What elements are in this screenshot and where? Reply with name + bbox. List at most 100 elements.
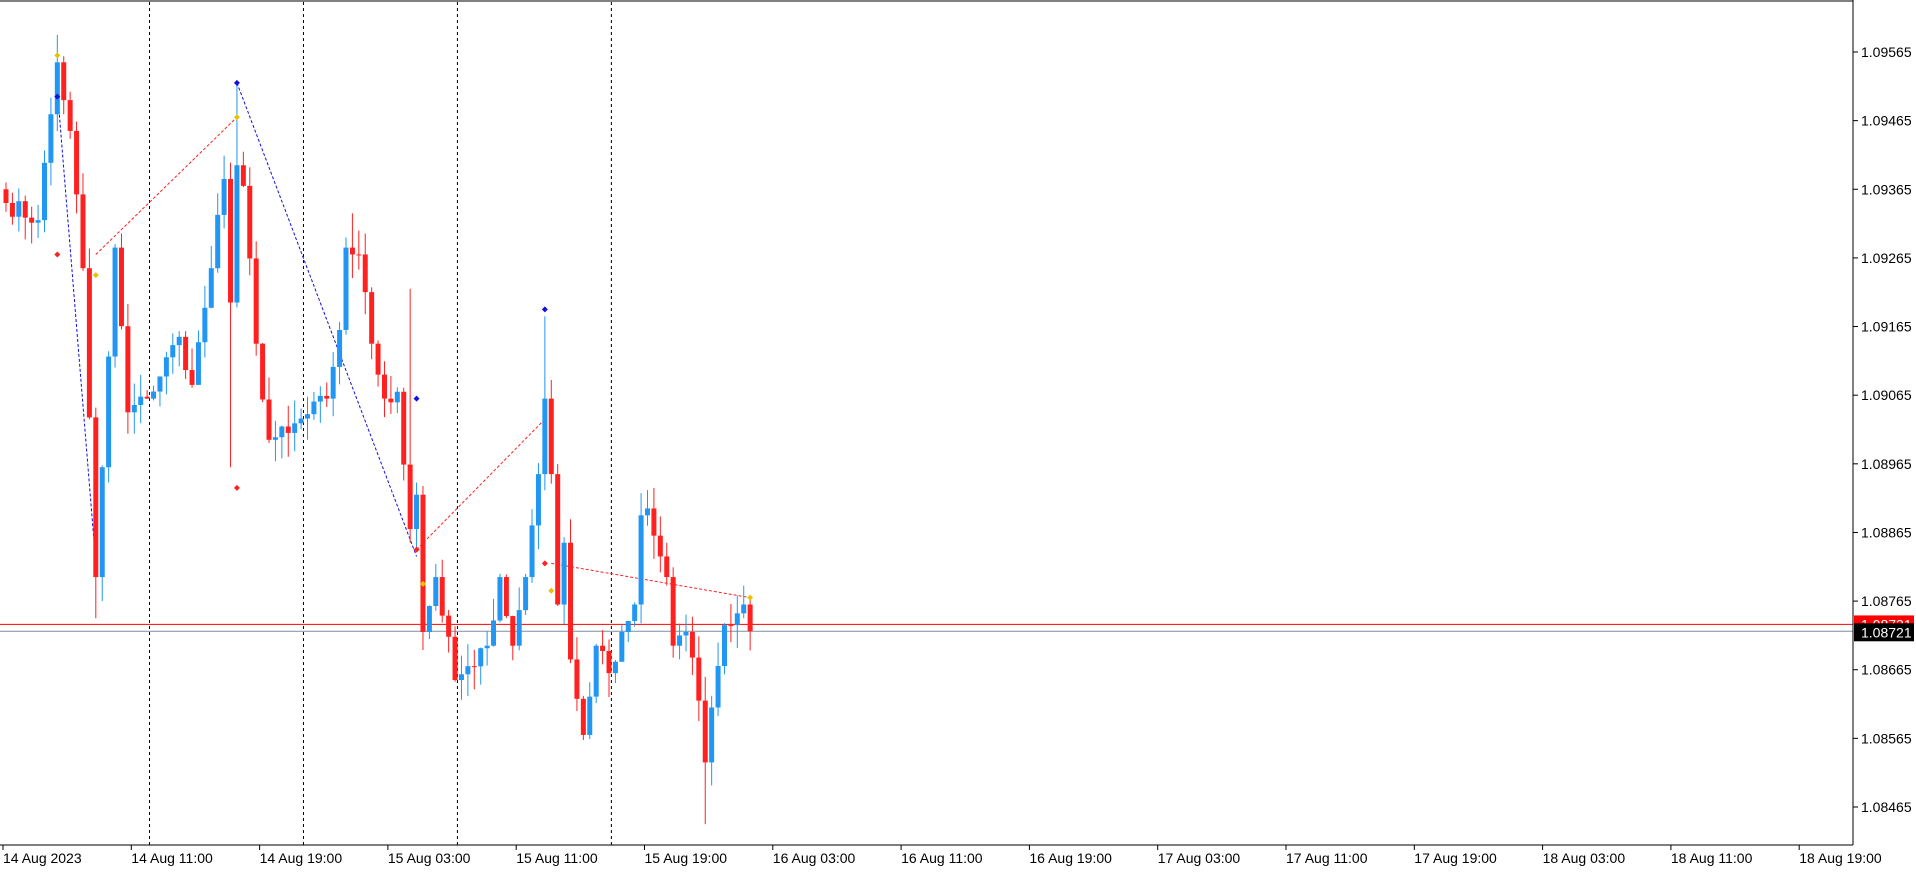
candle-body bbox=[670, 577, 676, 646]
candle-body bbox=[381, 374, 387, 399]
candle-body bbox=[709, 707, 715, 763]
current-price-label: 1.08721 bbox=[1861, 624, 1912, 640]
candle-body bbox=[702, 700, 708, 763]
candle-body bbox=[568, 542, 574, 660]
time-tick-label: 16 Aug 11:00 bbox=[901, 850, 983, 866]
price-tick-label: 1.09565 bbox=[1861, 44, 1912, 60]
candle-body bbox=[465, 666, 471, 675]
candle-body bbox=[208, 268, 214, 308]
candle-body bbox=[721, 625, 727, 666]
candle-body bbox=[61, 62, 67, 101]
candle-body bbox=[625, 621, 631, 632]
candle-body bbox=[715, 665, 721, 708]
signal-marker bbox=[54, 52, 61, 59]
candle-body bbox=[471, 666, 477, 668]
signal-marker bbox=[233, 114, 240, 121]
price-tick-label: 1.09165 bbox=[1861, 319, 1912, 335]
candle-body bbox=[247, 185, 253, 259]
candle-body bbox=[234, 165, 240, 303]
candle-body bbox=[645, 508, 650, 516]
candle-body bbox=[99, 467, 105, 578]
candle-body bbox=[106, 356, 112, 468]
signal-marker bbox=[54, 93, 61, 100]
candle-body bbox=[67, 100, 73, 131]
candle-body bbox=[266, 399, 272, 440]
candle-body bbox=[478, 648, 484, 667]
signal-marker bbox=[548, 587, 555, 594]
candle-body bbox=[747, 604, 753, 632]
candle-body bbox=[9, 203, 15, 217]
candle-body bbox=[305, 414, 311, 419]
candle-body bbox=[516, 610, 522, 646]
candle-body bbox=[86, 268, 92, 418]
signal-marker bbox=[747, 594, 754, 601]
candle-body bbox=[657, 535, 663, 557]
candle-body bbox=[93, 417, 99, 578]
candle-body bbox=[324, 395, 330, 399]
candle-body bbox=[458, 674, 464, 681]
time-tick-label: 18 Aug 03:00 bbox=[1543, 850, 1626, 866]
price-tick-label: 1.09065 bbox=[1861, 387, 1912, 403]
candle-body bbox=[401, 391, 407, 465]
candle-body bbox=[317, 395, 323, 402]
candle-body bbox=[741, 604, 747, 614]
candle-body bbox=[22, 201, 28, 218]
candle-body bbox=[593, 645, 599, 697]
price-tick-label: 1.08565 bbox=[1861, 730, 1912, 746]
candle-body bbox=[195, 342, 201, 385]
candle-body bbox=[298, 418, 304, 424]
candle-body bbox=[529, 525, 535, 578]
candle-body bbox=[74, 130, 80, 195]
signal-marker bbox=[413, 546, 420, 553]
candle-body bbox=[535, 474, 541, 526]
candle-body bbox=[157, 376, 163, 392]
price-tick-label: 1.09265 bbox=[1861, 250, 1912, 266]
time-tick-label: 17 Aug 11:00 bbox=[1286, 850, 1368, 866]
candle-body bbox=[125, 326, 131, 413]
current-price-badge bbox=[1854, 623, 1914, 642]
candle-body bbox=[638, 515, 644, 605]
candle-body bbox=[632, 604, 638, 622]
candle-body bbox=[292, 423, 298, 433]
candles bbox=[3, 34, 753, 825]
candle-body bbox=[131, 404, 137, 413]
candle-body bbox=[439, 577, 445, 616]
candle-body bbox=[202, 307, 208, 343]
signal-marker bbox=[413, 395, 420, 402]
candle-body bbox=[279, 426, 285, 438]
candle-body bbox=[118, 247, 124, 327]
candle-body bbox=[452, 636, 458, 681]
candle-body bbox=[189, 370, 195, 385]
zigzag-segment bbox=[236, 82, 418, 557]
candle-body bbox=[343, 247, 349, 330]
price-tick-label: 1.08865 bbox=[1861, 524, 1912, 540]
time-tick-label: 14 Aug 19:00 bbox=[260, 850, 343, 866]
candle-body bbox=[356, 254, 362, 256]
candle-body bbox=[170, 345, 176, 358]
zigzag-segment bbox=[416, 418, 546, 550]
candle-body bbox=[394, 391, 400, 403]
zigzag-segment bbox=[95, 116, 238, 255]
candle-body bbox=[510, 616, 516, 646]
candle-body bbox=[606, 651, 612, 674]
price-tick-label: 1.09365 bbox=[1861, 181, 1912, 197]
candle-body bbox=[664, 556, 670, 578]
candle-body bbox=[619, 631, 625, 662]
candle-body bbox=[407, 464, 413, 530]
candle-body bbox=[272, 437, 278, 440]
candle-body bbox=[426, 605, 432, 632]
signal-markers bbox=[54, 52, 754, 601]
candle-body bbox=[163, 357, 169, 377]
candle-body bbox=[138, 396, 144, 405]
time-tick-label: 14 Aug 2023 bbox=[3, 850, 82, 866]
candle-body bbox=[497, 577, 503, 621]
time-tick-label: 16 Aug 19:00 bbox=[1029, 850, 1112, 866]
candle-body bbox=[433, 577, 439, 606]
candle-body bbox=[221, 178, 227, 215]
candle-body bbox=[677, 635, 683, 646]
time-tick-label: 18 Aug 11:00 bbox=[1671, 850, 1753, 866]
time-axis: 14 Aug 2023 14 Aug 11:00 14 Aug 19:00 15 Au… bbox=[2, 845, 1882, 866]
candle-body bbox=[330, 366, 336, 399]
